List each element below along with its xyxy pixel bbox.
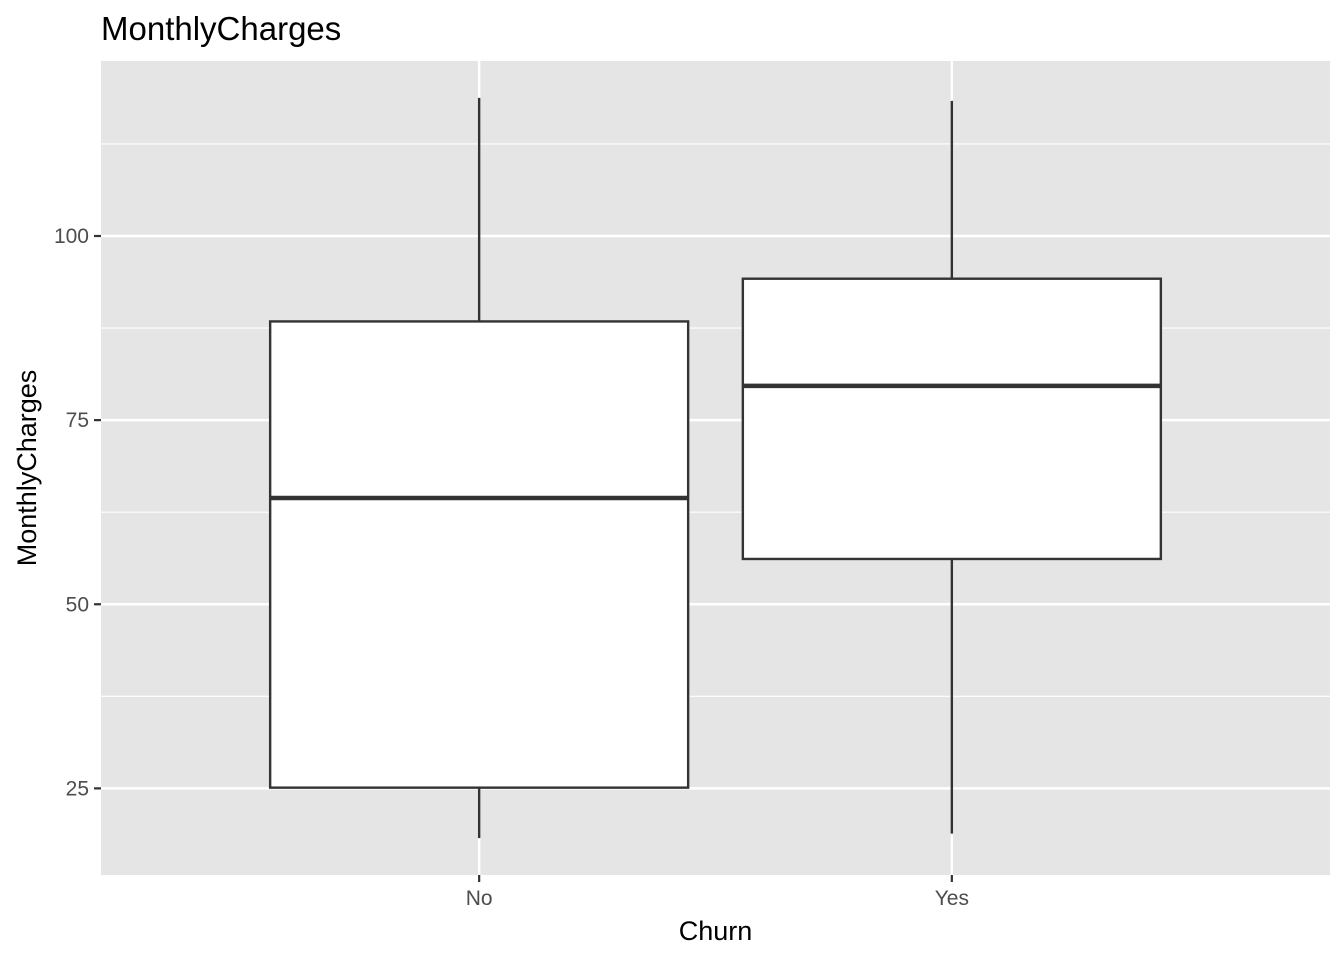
- x-tick-label: No: [466, 887, 493, 910]
- y-tick-label: 50: [66, 593, 89, 616]
- chart-title: MonthlyCharges: [101, 10, 342, 47]
- box-iqr: [741, 277, 1163, 561]
- box-yes: [741, 100, 1163, 834]
- y-tick-label: 75: [66, 409, 89, 432]
- x-axis-title: Churn: [679, 916, 753, 946]
- y-axis-title: MonthlyCharges: [12, 370, 42, 567]
- box-no: [268, 97, 690, 839]
- y-tick-label: 25: [66, 777, 89, 800]
- y-tick-label: 100: [54, 225, 89, 248]
- x-tick-label: Yes: [935, 887, 969, 910]
- box-iqr: [268, 320, 690, 789]
